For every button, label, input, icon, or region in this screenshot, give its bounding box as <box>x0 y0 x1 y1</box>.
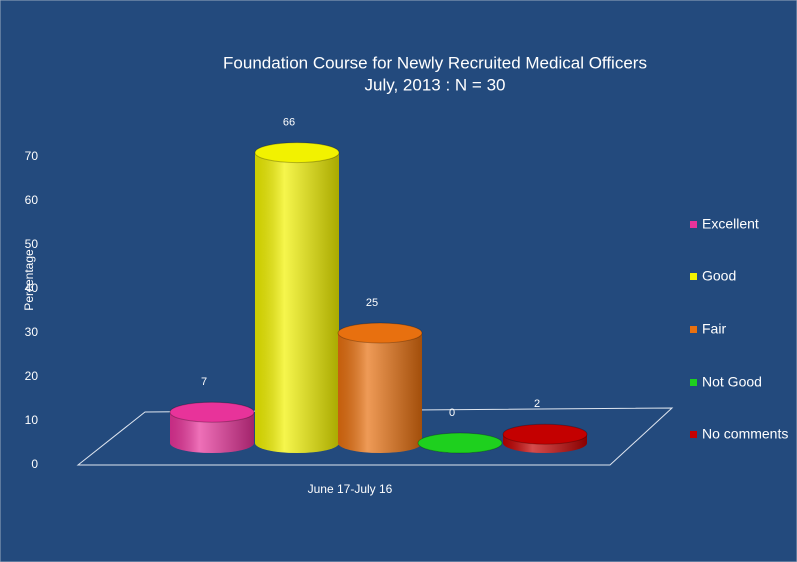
chart-subtitle: July, 2013 : N = 30 <box>365 75 506 94</box>
legend-label: Fair <box>702 321 726 337</box>
bar-shade <box>255 152 339 453</box>
value-label: 7 <box>201 376 207 388</box>
y-tick-label: 40 <box>25 281 39 295</box>
bar-top <box>169 401 255 423</box>
bar-top <box>417 432 503 454</box>
legend-swatch <box>690 273 697 280</box>
bar-top <box>254 142 340 164</box>
bar <box>502 423 588 453</box>
bar <box>417 432 503 454</box>
y-tick-label: 60 <box>25 193 39 207</box>
y-tick-label: 70 <box>25 149 39 163</box>
bar-top <box>337 322 423 344</box>
legend-label: Not Good <box>702 374 762 390</box>
y-tick-label: 10 <box>25 413 39 427</box>
value-label: 2 <box>534 398 540 410</box>
value-label: 0 <box>449 407 455 419</box>
y-tick-label: 30 <box>25 325 39 339</box>
legend-swatch <box>690 326 697 333</box>
y-tick-label: 20 <box>25 369 39 383</box>
bar <box>337 322 423 453</box>
legend-swatch <box>690 379 697 386</box>
x-tick-label: June 17-July 16 <box>308 482 393 496</box>
floor <box>76 407 674 466</box>
legend-label: No comments <box>702 426 788 442</box>
y-tick-label: 0 <box>31 457 38 471</box>
bar-shade <box>170 412 254 453</box>
bar <box>254 142 340 453</box>
value-label: 25 <box>366 297 378 309</box>
y-tick-label: 50 <box>25 237 39 251</box>
legend-swatch <box>690 221 697 228</box>
legend-label: Excellent <box>702 216 759 232</box>
value-label: 66 <box>283 117 295 129</box>
bar-top <box>502 423 588 445</box>
legend-label: Good <box>702 268 736 284</box>
bar <box>169 401 255 453</box>
bar-shade <box>338 333 422 453</box>
chart-title: Foundation Course for Newly Recruited Me… <box>223 53 647 72</box>
legend-swatch <box>690 431 697 438</box>
y-axis-label: Percentage <box>22 249 36 311</box>
